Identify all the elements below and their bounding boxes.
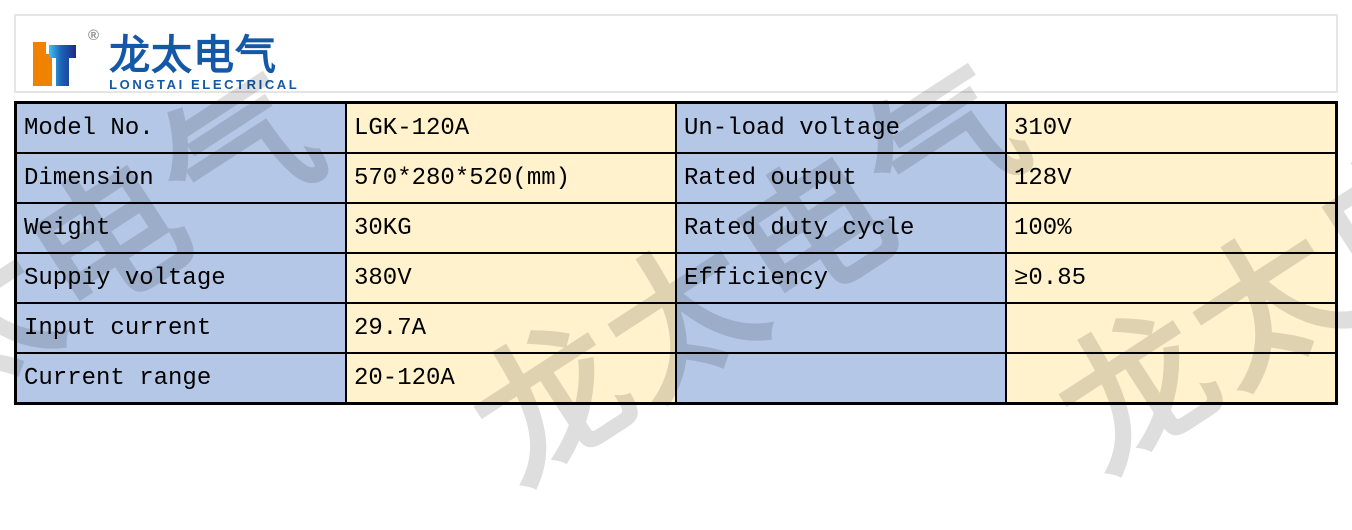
table-row: Weight 30KG Rated duty cycle 100% [14,202,1338,254]
brand-name-chinese: 龙太电气 [109,32,278,78]
spec-label-weight: Weight [14,202,347,254]
spec-value-weight: 30KG [344,202,677,254]
spec-value-empty-2 [1004,352,1338,405]
spec-label-model-no: Model No. [14,101,347,154]
spec-value-current-range: 20-120A [344,352,677,405]
spec-value-empty-1 [1004,302,1338,354]
spec-label-dimension: Dimension [14,152,347,204]
table-row: Input current 29.7A [14,302,1338,354]
spec-label-efficiency: Efficiency [674,252,1007,304]
spec-value-model-no: LGK-120A [344,101,677,154]
spec-label-duty-cycle: Rated duty cycle [674,202,1007,254]
table-row: Suppiy voltage 380V Efficiency ≥0.85 [14,252,1338,304]
spec-value-supply-voltage: 380V [344,252,677,304]
spec-value-dimension: 570*280*520(mm) [344,152,677,204]
brand-name-english: LONGTAI ELECTRICAL [109,77,300,92]
spec-label-input-current: Input current [14,302,347,354]
spec-value-input-current: 29.7A [344,302,677,354]
logo: ® 龙太电气 LONGTAI ELECTRICAL [32,27,300,92]
spec-table: Model No. LGK-120A Un-load voltage 310V … [14,101,1338,405]
lt-monogram-icon [33,42,76,86]
spec-label-empty-1 [674,302,1007,354]
brand-header: ® 龙太电气 LONGTAI ELECTRICAL [14,14,1338,93]
table-row: Model No. LGK-120A Un-load voltage 310V [14,101,1338,154]
spec-value-unload-voltage: 310V [1004,101,1338,154]
spec-label-rated-output: Rated output [674,152,1007,204]
spec-label-empty-2 [674,352,1007,405]
spec-value-rated-output: 128V [1004,152,1338,204]
spec-value-efficiency: ≥0.85 [1004,252,1338,304]
spec-value-duty-cycle: 100% [1004,202,1338,254]
registered-trademark-icon: ® [88,27,100,44]
table-row: Current range 20-120A [14,352,1338,405]
table-row: Dimension 570*280*520(mm) Rated output 1… [14,152,1338,204]
spec-label-current-range: Current range [14,352,347,405]
spec-label-supply-voltage: Suppiy voltage [14,252,347,304]
spec-label-unload-voltage: Un-load voltage [674,101,1007,154]
